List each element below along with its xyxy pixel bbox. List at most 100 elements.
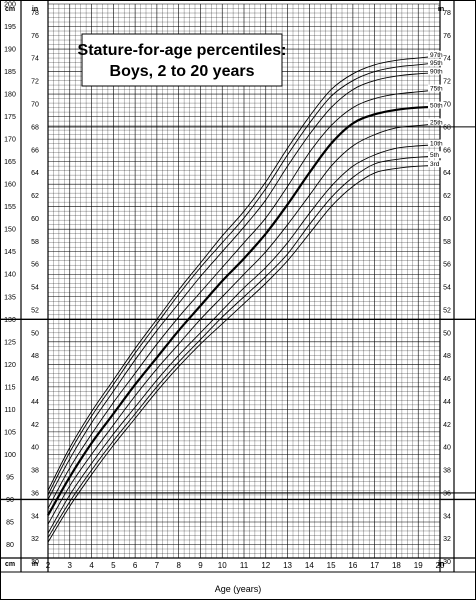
cm-tick-label: 170 bbox=[4, 137, 16, 144]
x-axis-label: Age (years) bbox=[215, 584, 262, 594]
in-tick-label-right: 34 bbox=[443, 513, 451, 520]
cm-tick-label: 110 bbox=[4, 407, 15, 414]
in-tick-label-right: 74 bbox=[443, 56, 451, 63]
x-tick-label: 19 bbox=[414, 561, 423, 570]
percentile-label-bg bbox=[428, 139, 448, 147]
in-tick-label-left: 52 bbox=[31, 307, 39, 314]
cm-tick-label: 95 bbox=[6, 474, 14, 481]
percentile-label-bg bbox=[428, 160, 448, 168]
percentile-line-50th bbox=[47, 105, 441, 516]
cm-tick-label: 120 bbox=[4, 362, 16, 369]
x-tick-label: 3 bbox=[68, 561, 73, 570]
x-tick-label: 7 bbox=[155, 561, 160, 570]
in-tick-label-right: 56 bbox=[443, 262, 451, 269]
x-tick-label: 20 bbox=[436, 561, 445, 570]
chart-subtitle: Boys, 2 to 20 years bbox=[110, 63, 255, 80]
in-tick-label-left: 38 bbox=[31, 468, 39, 475]
in-tick-label-right: 68 bbox=[443, 124, 451, 131]
x-tick-label: 8 bbox=[176, 561, 181, 570]
in-tick-label-left: 42 bbox=[31, 422, 39, 429]
percentile-label-bg bbox=[428, 84, 448, 92]
x-tick-label: 17 bbox=[370, 561, 379, 570]
in-tick-label-right: 62 bbox=[443, 193, 451, 200]
in-tick-label-right: 72 bbox=[443, 79, 451, 86]
in-tick-label-right: 52 bbox=[443, 307, 451, 314]
percentile-label-bg bbox=[428, 101, 448, 109]
in-tick-label-left: 66 bbox=[31, 147, 39, 154]
x-tick-label: 18 bbox=[392, 561, 401, 570]
in-tick-label-left: 32 bbox=[31, 536, 39, 543]
percentile-label-bg bbox=[428, 58, 448, 66]
in-tick-label-right: 58 bbox=[443, 239, 451, 246]
cm-tick-label: 200 bbox=[4, 2, 16, 9]
cm-tick-label: 175 bbox=[4, 114, 16, 121]
percentile-label-50th: 50th bbox=[430, 103, 443, 110]
in-tick-label-right: 76 bbox=[443, 33, 451, 40]
axis-ticks: 8085909510010511011512012513013514014515… bbox=[4, 2, 451, 571]
in-tick-label-right: 70 bbox=[443, 101, 451, 108]
in-tick-label-right: 44 bbox=[443, 399, 451, 406]
in-tick-label-left: 78 bbox=[31, 10, 39, 17]
cm-unit-bottom: cm bbox=[5, 561, 15, 568]
in-unit-top-left: in bbox=[32, 6, 38, 13]
in-unit-bottom-left: in bbox=[32, 561, 38, 568]
in-tick-label-left: 34 bbox=[31, 513, 39, 520]
cm-tick-label: 125 bbox=[4, 339, 16, 346]
in-tick-label-right: 48 bbox=[443, 353, 451, 360]
in-tick-label-left: 58 bbox=[31, 239, 39, 246]
in-tick-label-left: 72 bbox=[31, 79, 39, 86]
in-tick-label-right: 42 bbox=[443, 422, 451, 429]
percentile-line-75th bbox=[47, 89, 441, 509]
x-tick-label: 2 bbox=[46, 561, 51, 570]
grid-minor bbox=[47, 3, 441, 559]
in-tick-label-left: 50 bbox=[31, 330, 39, 337]
in-tick-label-right: 50 bbox=[443, 330, 451, 337]
in-tick-label-left: 74 bbox=[31, 56, 39, 63]
in-tick-label-right: 64 bbox=[443, 170, 451, 177]
x-tick-label: 4 bbox=[89, 561, 94, 570]
percentile-label-bg bbox=[428, 118, 448, 126]
in-tick-label-left: 76 bbox=[31, 33, 39, 40]
in-tick-label-left: 70 bbox=[31, 101, 39, 108]
in-tick-label-left: 54 bbox=[31, 285, 39, 292]
percentile-label-bg bbox=[428, 67, 448, 75]
x-tick-label: 10 bbox=[218, 561, 227, 570]
cm-tick-label: 105 bbox=[4, 429, 16, 436]
in-tick-label-left: 40 bbox=[31, 445, 39, 452]
percentile-label-bg bbox=[428, 151, 448, 159]
x-tick-label: 5 bbox=[111, 561, 116, 570]
cm-tick-label: 115 bbox=[4, 384, 15, 391]
in-tick-label-left: 44 bbox=[31, 399, 39, 406]
x-tick-label: 6 bbox=[133, 561, 138, 570]
cm-tick-label: 80 bbox=[6, 542, 14, 549]
cm-tick-label: 140 bbox=[4, 272, 16, 279]
percentile-label-10th: 10th bbox=[430, 141, 443, 148]
in-tick-label-left: 62 bbox=[31, 193, 39, 200]
cm-tick-label: 100 bbox=[4, 452, 16, 459]
x-tick-label: 15 bbox=[327, 561, 336, 570]
percentile-label-90th: 90th bbox=[430, 68, 443, 75]
in-tick-label-left: 48 bbox=[31, 353, 39, 360]
percentile-label-bg bbox=[428, 50, 448, 58]
percentile-line-25th bbox=[47, 122, 441, 525]
percentile-line-95th bbox=[47, 62, 441, 496]
percentile-label-95th: 95th bbox=[430, 60, 443, 67]
cm-tick-label: 180 bbox=[4, 92, 16, 99]
in-tick-label-left: 56 bbox=[31, 262, 39, 269]
in-tick-label-right: 78 bbox=[443, 10, 451, 17]
in-tick-label-left: 68 bbox=[31, 124, 39, 131]
percentile-line-10th bbox=[47, 144, 441, 534]
in-tick-label-right: 40 bbox=[443, 445, 451, 452]
in-tick-label-right: 54 bbox=[443, 285, 451, 292]
cm-tick-label: 165 bbox=[4, 159, 16, 166]
in-unit-top-right: in bbox=[438, 6, 444, 13]
percentile-label-3rd: 3rd bbox=[430, 161, 440, 168]
cm-tick-label: 185 bbox=[4, 69, 16, 76]
percentile-label-5th: 5th bbox=[430, 152, 439, 159]
cm-unit-top: cm bbox=[5, 6, 15, 13]
x-tick-label: 13 bbox=[283, 561, 292, 570]
cm-tick-label: 195 bbox=[4, 24, 16, 31]
in-tick-label-left: 60 bbox=[31, 216, 39, 223]
